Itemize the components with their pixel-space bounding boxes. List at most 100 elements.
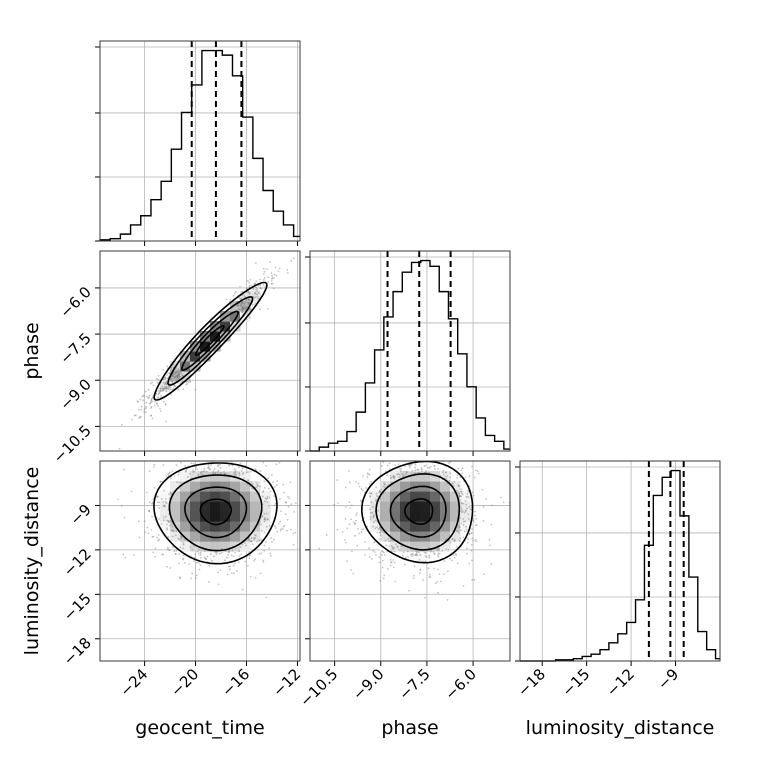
sample-point — [430, 549, 433, 552]
sample-point — [225, 556, 228, 559]
sample-point — [195, 466, 198, 468]
density-cell — [180, 531, 191, 542]
sample-point — [141, 395, 144, 398]
sample-point — [149, 402, 152, 404]
sample-point — [170, 529, 173, 532]
sample-point — [162, 378, 165, 381]
sample-point — [164, 403, 167, 406]
sample-point — [368, 468, 371, 471]
sample-point — [233, 292, 236, 295]
sample-point — [241, 467, 244, 470]
sample-point — [164, 382, 167, 385]
sample-point — [271, 541, 273, 543]
sample-point — [445, 477, 448, 480]
sample-point — [466, 541, 469, 544]
sample-point — [215, 553, 218, 555]
sample-point — [168, 471, 171, 474]
sample-point — [490, 523, 493, 526]
density-cell — [200, 531, 211, 542]
sample-point — [269, 490, 272, 493]
sample-point — [164, 376, 167, 379]
sample-point — [164, 376, 167, 379]
ylabel-luminosity-distance: luminosity_distance — [21, 467, 43, 656]
density-cell — [410, 551, 421, 562]
histogram-step — [520, 469, 720, 662]
sample-point — [175, 375, 178, 378]
sample-point — [259, 286, 262, 289]
sample-point — [412, 574, 415, 577]
sample-point — [159, 390, 162, 393]
sample-point — [185, 383, 188, 385]
sample-point — [261, 516, 263, 518]
sample-point — [151, 396, 154, 399]
sample-point — [165, 387, 168, 390]
sample-point — [270, 277, 273, 280]
sample-point — [451, 538, 454, 540]
sample-point — [233, 472, 235, 475]
sample-point — [208, 466, 210, 469]
sample-point — [469, 532, 472, 535]
sample-point — [272, 287, 275, 290]
sample-point — [167, 535, 170, 538]
sample-point — [166, 523, 168, 526]
sample-point — [139, 416, 142, 419]
sample-point — [224, 446, 226, 448]
sample-point — [165, 475, 168, 478]
density-cell — [190, 491, 201, 502]
y-tick-label: −12 — [60, 545, 95, 580]
density-cell — [390, 521, 401, 532]
density-cell — [410, 501, 421, 512]
sample-point — [457, 485, 460, 488]
sample-point — [286, 529, 288, 532]
density-cell — [440, 521, 451, 532]
sample-point — [123, 468, 125, 471]
sample-point — [378, 490, 381, 492]
sample-point — [160, 522, 163, 525]
sample-point — [382, 485, 385, 488]
sample-point — [471, 531, 473, 534]
sample-point — [254, 577, 257, 579]
sample-point — [398, 549, 401, 551]
sample-point — [390, 550, 393, 553]
sample-point — [440, 580, 442, 583]
sample-point — [245, 544, 248, 547]
hist-panel-phase — [305, 250, 511, 456]
sample-point — [178, 375, 180, 378]
sample-point — [248, 298, 250, 301]
density-cell — [450, 511, 461, 522]
sample-point — [262, 461, 265, 464]
density-cell — [400, 521, 411, 532]
sample-point — [453, 556, 456, 559]
sample-point — [263, 270, 266, 273]
sample-point — [169, 386, 172, 389]
density-cell — [160, 511, 171, 522]
sample-point — [367, 473, 369, 476]
sample-point — [471, 528, 473, 530]
sample-point — [458, 531, 460, 534]
sample-point — [177, 388, 180, 391]
sample-point — [172, 530, 175, 532]
sample-point — [369, 516, 372, 518]
sample-point — [458, 526, 461, 529]
sample-point — [248, 316, 251, 319]
sample-point — [166, 565, 169, 568]
sample-point — [395, 543, 398, 546]
sample-point — [146, 526, 149, 529]
sample-point — [376, 509, 379, 512]
sample-point — [458, 494, 461, 497]
sample-point — [409, 463, 412, 466]
sample-point — [241, 308, 244, 311]
sample-point — [163, 504, 166, 507]
sample-point — [142, 399, 145, 402]
sample-point — [218, 438, 220, 440]
sample-point — [460, 501, 463, 504]
sample-point — [406, 550, 409, 553]
sample-point — [413, 565, 416, 568]
sample-point — [233, 468, 236, 471]
sample-point — [393, 550, 396, 553]
sample-point — [175, 464, 178, 467]
sample-point — [248, 551, 251, 553]
sample-point — [166, 519, 169, 522]
sample-point — [458, 539, 461, 542]
sample-point — [462, 520, 465, 523]
